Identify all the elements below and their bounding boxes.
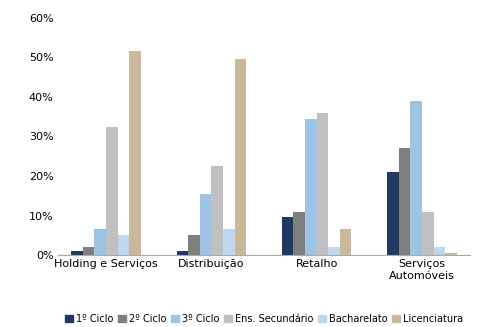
Bar	[223, 229, 235, 255]
Bar	[188, 235, 200, 255]
Bar	[211, 166, 223, 255]
Bar	[106, 127, 118, 255]
Bar	[305, 119, 317, 255]
Bar	[410, 101, 422, 255]
Bar	[177, 251, 188, 255]
Bar	[317, 113, 328, 255]
Bar	[129, 51, 141, 255]
Bar	[200, 194, 211, 255]
Legend: 1º Ciclo, 2º Ciclo, 3º Ciclo, Ens. Secundário, Bacharelato, Licenciatura: 1º Ciclo, 2º Ciclo, 3º Ciclo, Ens. Secun…	[65, 314, 463, 324]
Bar	[282, 217, 293, 255]
Bar	[340, 229, 351, 255]
Bar	[293, 212, 305, 255]
Bar	[328, 247, 340, 255]
Bar	[387, 172, 399, 255]
Bar	[72, 251, 83, 255]
Bar	[83, 247, 95, 255]
Bar	[422, 212, 433, 255]
Bar	[118, 235, 129, 255]
Bar	[399, 148, 410, 255]
Bar	[235, 59, 246, 255]
Bar	[433, 247, 445, 255]
Bar	[95, 229, 106, 255]
Bar	[445, 253, 456, 255]
